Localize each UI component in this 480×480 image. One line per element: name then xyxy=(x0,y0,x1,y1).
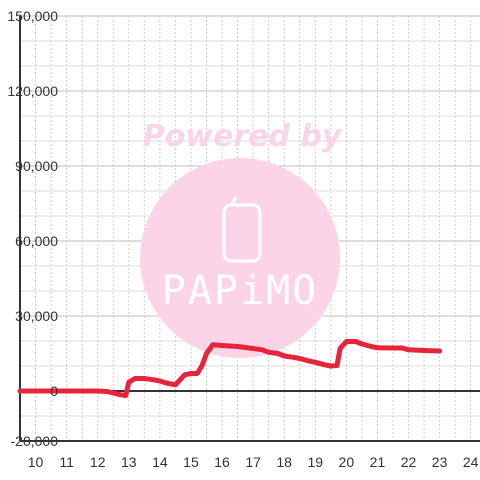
y-tick-label: 60,000 xyxy=(15,233,58,249)
y-tick-label: 0 xyxy=(50,383,58,399)
x-tick-label: 19 xyxy=(307,454,323,470)
x-tick-label: 12 xyxy=(90,454,106,470)
watermark-circle xyxy=(140,158,340,358)
x-tick-label: 20 xyxy=(339,454,355,470)
y-tick-label: 30,000 xyxy=(15,308,58,324)
y-tick-label: -20,000 xyxy=(11,433,59,449)
watermark-logo: PAPiMO xyxy=(162,268,319,314)
x-tick-label: 17 xyxy=(245,454,261,470)
x-tick-label: 10 xyxy=(28,454,44,470)
x-tick-label: 23 xyxy=(432,454,448,470)
x-tick-label: 21 xyxy=(370,454,386,470)
series-line xyxy=(17,339,443,398)
x-tick-label: 14 xyxy=(152,454,168,470)
series xyxy=(17,339,443,398)
x-tick-label: 22 xyxy=(401,454,417,470)
x-tick-label: 18 xyxy=(276,454,292,470)
y-tick-labels: -20,000 0 30,000 60,000 90,000 120,000 150,000 xyxy=(7,8,58,449)
x-tick-label: 16 xyxy=(214,454,230,470)
watermark-caption: Powered by xyxy=(143,119,343,154)
y-tick-label: 150,000 xyxy=(7,8,58,24)
y-tick-label: 90,000 xyxy=(15,158,58,174)
x-tick-label: 24 xyxy=(463,454,479,470)
x-tick-label: 15 xyxy=(183,454,199,470)
x-tick-label: 13 xyxy=(121,454,137,470)
watermark: Powered by PAPiMO xyxy=(140,119,343,358)
phone-icon xyxy=(222,196,262,263)
y-tick-label: 120,000 xyxy=(7,83,58,99)
x-tick-label: 11 xyxy=(59,454,74,470)
x-tick-labels: 10 11 12 13 14 15 16 17 18 19 20 21 22 23 24 xyxy=(28,454,479,470)
